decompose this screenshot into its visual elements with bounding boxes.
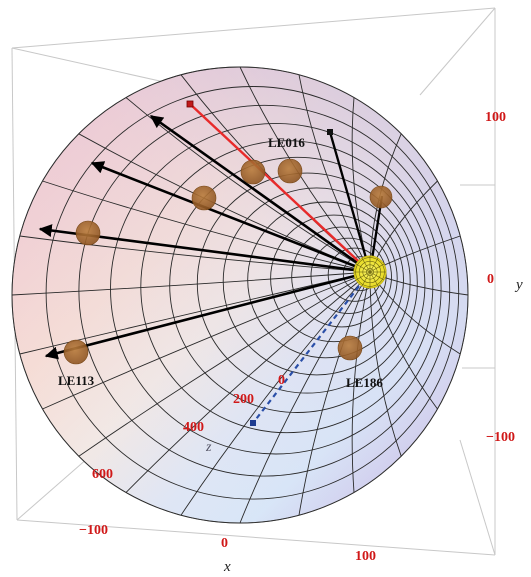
track-red-end [186, 100, 194, 108]
hit-marker [75, 220, 101, 246]
grid-meridian [239, 271, 371, 524]
x-tick-100: 100 [355, 549, 376, 564]
grid-meridian [11, 271, 371, 296]
track-black-5 [328, 131, 372, 273]
z-tick-0: 0 [278, 373, 285, 388]
y-tick-0: 0 [487, 272, 494, 287]
grid-meridian [298, 74, 371, 273]
x-tick-0: 0 [221, 536, 228, 551]
grid-meridian [351, 271, 371, 493]
tracks [38, 100, 384, 426]
grid-ring [291, 226, 392, 328]
y-axis: 100 0 −100 y [485, 110, 523, 445]
track-dashed-end [250, 420, 256, 426]
grid-ring [169, 156, 426, 413]
grid-meridian [369, 271, 402, 457]
vertex-grid-spoke [361, 257, 371, 273]
hit-marker [277, 158, 303, 184]
hit-marker [191, 185, 217, 211]
vertex-grid-spoke [355, 263, 371, 273]
grid-ring [222, 187, 411, 376]
y-tick-100: 100 [485, 110, 506, 125]
grid-ring [310, 237, 387, 314]
sphere-grid [11, 66, 469, 524]
track-black-2 [90, 161, 371, 274]
grid-ring [78, 104, 451, 477]
grid-ring [196, 172, 418, 394]
grid-meridian [78, 271, 371, 457]
track-le016-end [327, 129, 333, 135]
x-axis-label: x [223, 559, 231, 575]
vertex-grid-spoke [369, 271, 385, 281]
z-axis-label: z [205, 440, 212, 455]
label-le186: LE186 [346, 375, 383, 390]
grid-meridian [42, 180, 371, 273]
grid-ring [270, 214, 398, 343]
track-dashed-blue [252, 271, 371, 424]
z-tick-400: 400 [183, 420, 204, 435]
vertex-grid-spoke [369, 263, 385, 273]
y-tick-minus-100: −100 [486, 430, 515, 445]
z-tick-600: 600 [92, 467, 113, 482]
z-axis: 0 200 400 600 z [92, 373, 285, 482]
hit-marker [369, 185, 393, 209]
vertex-grid-spoke [361, 271, 371, 287]
grid-meridian [125, 271, 371, 493]
label-le016: LE016 [268, 135, 305, 150]
hit-marker [240, 159, 266, 185]
grid-ring [110, 122, 442, 455]
x-tick-minus-100: −100 [79, 523, 108, 538]
track-black-4 [44, 270, 371, 360]
y-axis-label: y [514, 277, 523, 293]
vertex-grid-spoke [369, 257, 379, 273]
track-black-1 [149, 114, 371, 274]
vertex-grid-spoke [369, 271, 379, 287]
grid-meridian [42, 271, 371, 410]
hit-markers [63, 158, 393, 365]
track-red [189, 103, 371, 273]
x-axis: −100 0 100 x [79, 523, 376, 575]
hit-marker [63, 339, 89, 365]
grid-meridian [180, 271, 371, 516]
grid-meridian [19, 235, 371, 273]
grid-meridian [369, 271, 438, 410]
grid-ring [247, 201, 404, 359]
vertex-grid-spoke [355, 271, 371, 281]
hit-marker [337, 335, 363, 361]
label-le113: LE113 [58, 373, 95, 388]
grid-meridian [19, 271, 371, 355]
grid-meridian [298, 271, 371, 516]
grid-ring [140, 140, 434, 434]
vertex-grid [354, 256, 386, 288]
z-tick-200: 200 [233, 392, 254, 407]
